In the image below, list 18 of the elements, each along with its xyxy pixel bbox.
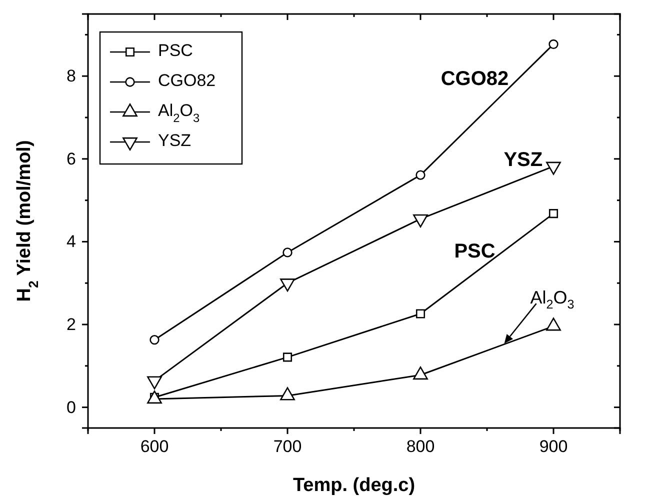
legend-label: PSC: [158, 41, 193, 60]
x-tick-label: 800: [406, 437, 435, 456]
legend-label: YSZ: [158, 131, 192, 150]
y-tick-label: 4: [66, 232, 76, 252]
x-tick-label: 900: [539, 437, 568, 456]
annotation: Al$_{2}$O$_{3}$: [530, 287, 574, 312]
legend-label: Al$_{2}$O$_{3}$: [158, 101, 200, 126]
annotation: YSZ: [504, 149, 543, 172]
x-axis-title: Temp. (deg.c): [292, 475, 416, 496]
y-tick-label: 0: [66, 398, 76, 417]
y-tick-label: 2: [66, 314, 76, 334]
y-tick-label: 8: [66, 66, 76, 86]
annotation: CGO82: [440, 68, 509, 91]
x-tick-label: 700: [273, 437, 302, 456]
legend-label: CGO82: [158, 71, 216, 90]
y-tick-label: 6: [66, 149, 76, 168]
annotation: PSC: [454, 240, 496, 263]
x-tick-label: 600: [140, 437, 169, 456]
